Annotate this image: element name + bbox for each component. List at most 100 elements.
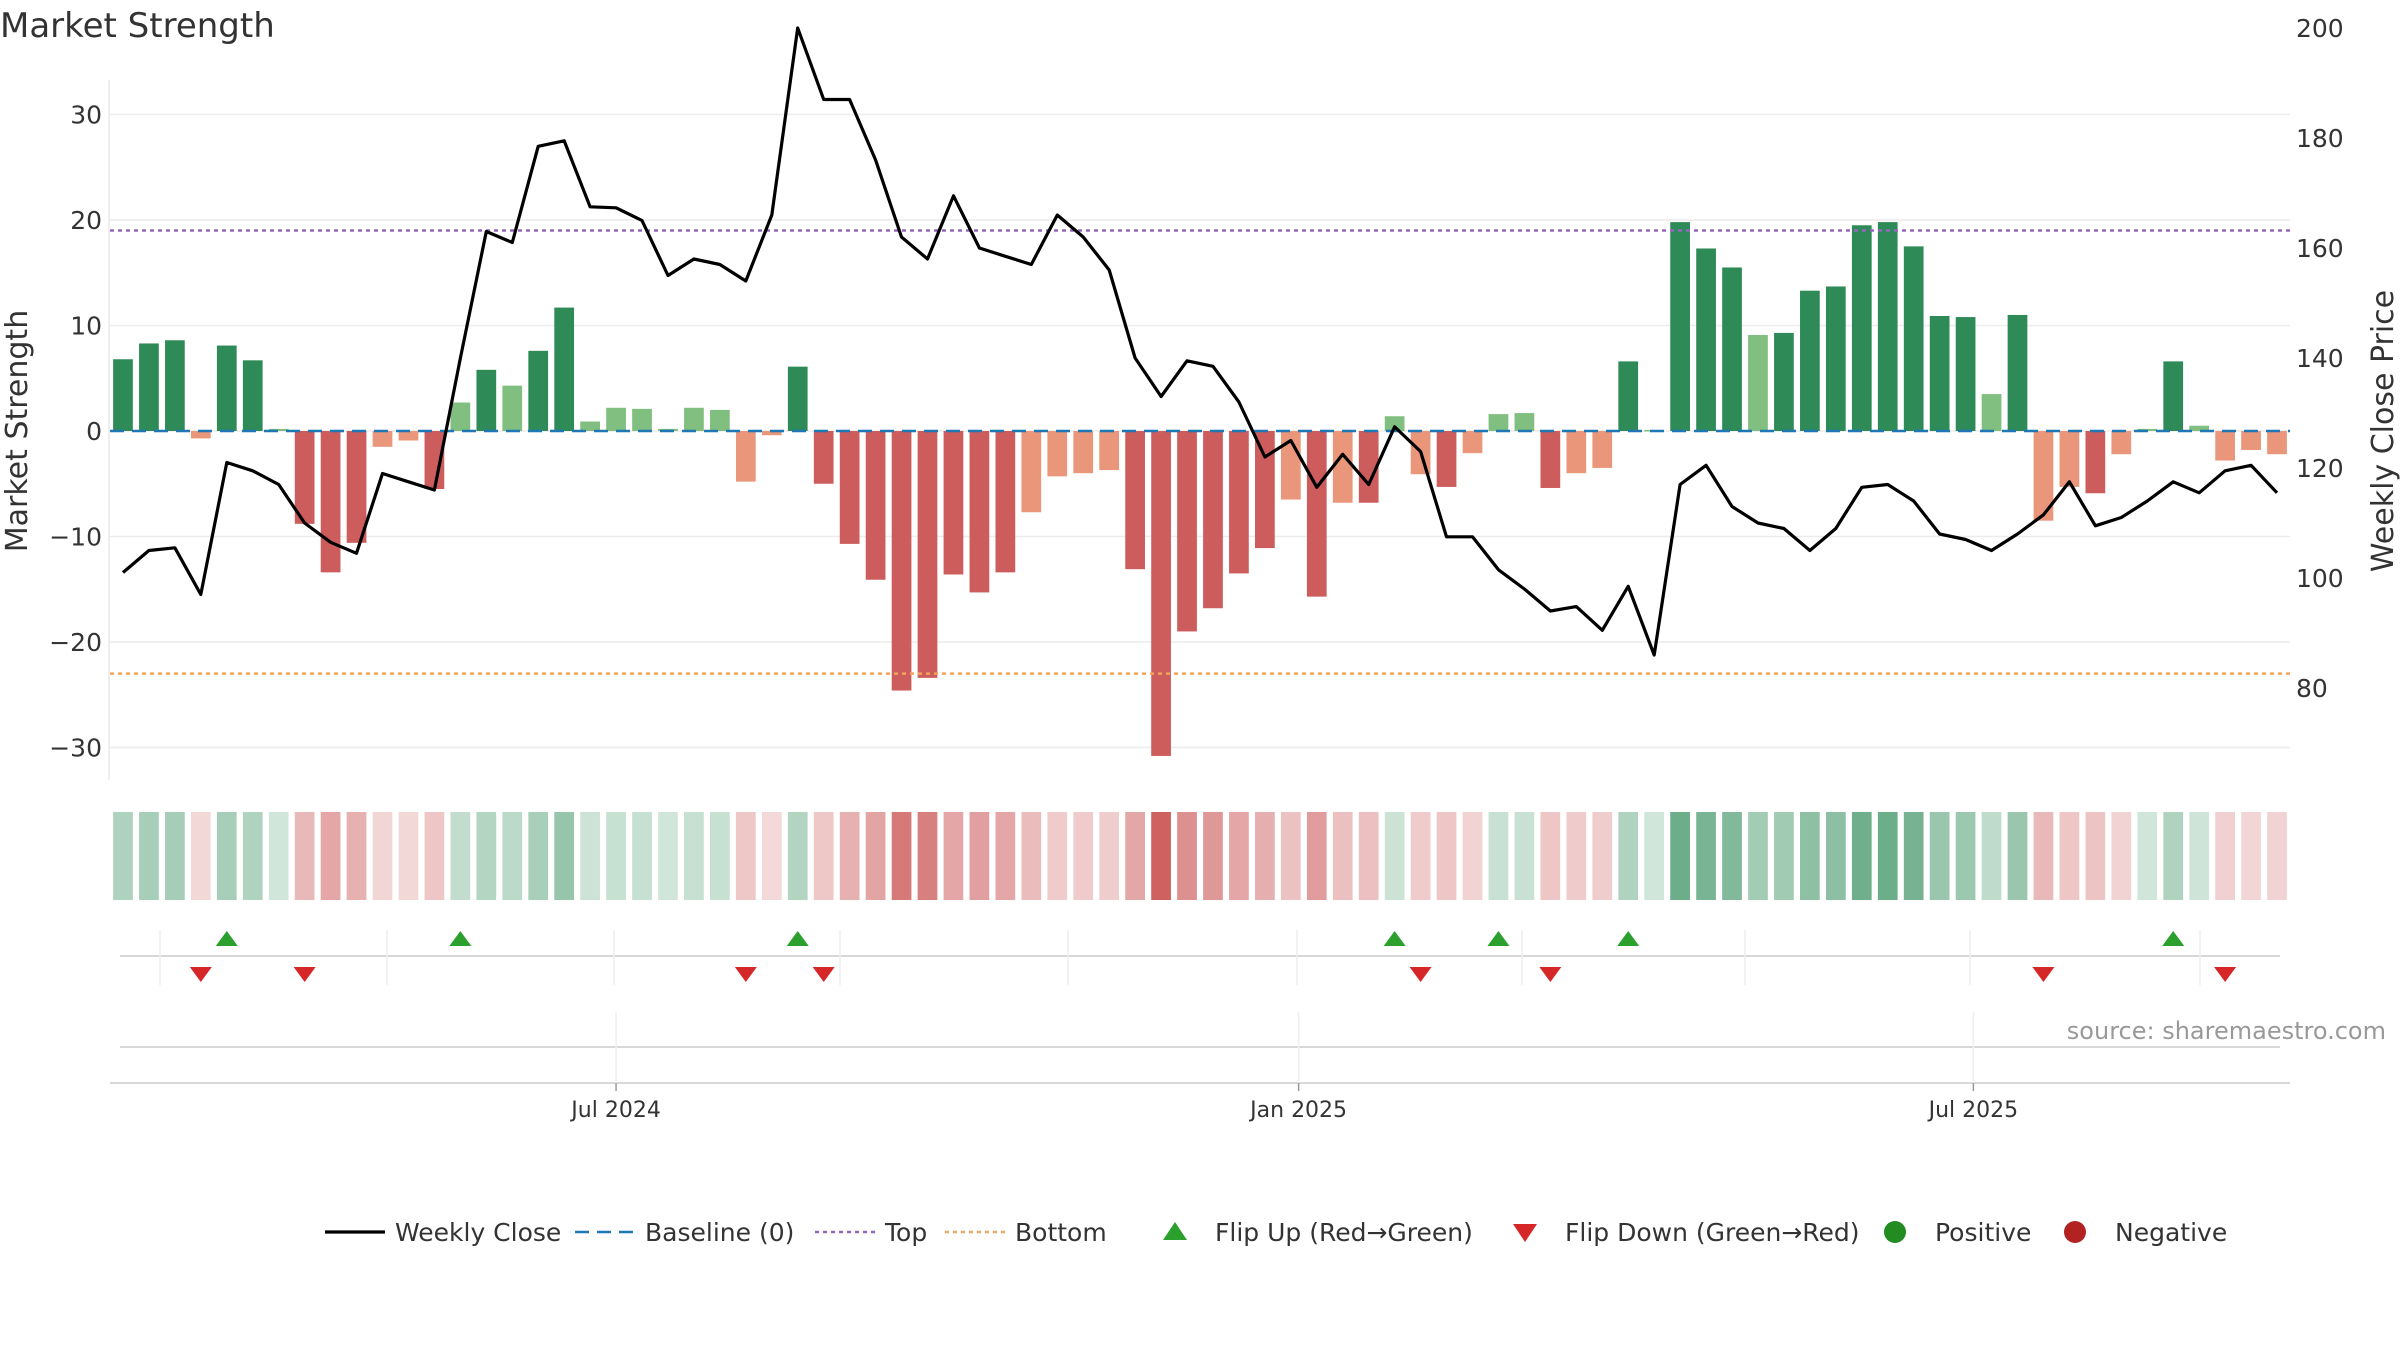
strength-bar [554, 307, 575, 431]
heat-cell [476, 812, 497, 900]
heat-cell [891, 812, 912, 900]
heat-cell [1929, 812, 1950, 900]
heat-cell [839, 812, 860, 900]
legend-swatch-flip-up [1163, 1222, 1187, 1240]
heat-cell [2189, 812, 2210, 900]
strength-bar [242, 360, 263, 431]
strength-bar [216, 345, 237, 431]
legend-swatch-flip-down [1513, 1224, 1537, 1242]
y-left-tick-label: 30 [70, 101, 102, 130]
heat-cell [1748, 812, 1768, 900]
heat-cell [787, 812, 808, 900]
strength-bar [1540, 431, 1561, 488]
heat-cell [1825, 812, 1846, 900]
strength-bar [502, 385, 523, 431]
strength-bar [1748, 334, 1768, 431]
flip-down-marker [1539, 967, 1562, 982]
strength-bar [424, 431, 445, 490]
strength-bar [2215, 431, 2235, 461]
strength-bar [1436, 431, 1457, 487]
strength-bar [2007, 314, 2028, 431]
strength-bar [398, 431, 419, 441]
heat-cell [2111, 812, 2132, 900]
strength-bar [294, 431, 315, 524]
heat-cell [139, 812, 159, 900]
heat-cell [1774, 812, 1794, 900]
flip-up-marker [215, 931, 238, 946]
heat-cell [1306, 812, 1327, 900]
legend-item-baseline: Baseline (0) [575, 1218, 794, 1247]
heat-cell [1644, 812, 1665, 900]
strength-bar [865, 431, 886, 580]
y-left-tick-label: −30 [49, 734, 102, 763]
legend-swatch-negative [2064, 1221, 2086, 1243]
heat-cell [1125, 812, 1145, 900]
heat-cell [969, 812, 990, 900]
heat-cell [502, 812, 523, 900]
heat-cell [165, 812, 185, 900]
flip-up-marker [1487, 931, 1510, 946]
legend-label: Bottom [1015, 1218, 1107, 1247]
flip-up-marker [1383, 931, 1406, 946]
flip-markers-layer [120, 930, 2280, 985]
legend-item-positive: Positive [1884, 1218, 2031, 1247]
legend-label: Negative [2115, 1218, 2227, 1247]
heat-cell [684, 812, 704, 900]
strength-bar [2189, 425, 2210, 431]
strength-bar [1981, 394, 2002, 431]
strength-bar [969, 431, 990, 593]
y-right-tick-label: 120 [2296, 454, 2344, 483]
flip-down-marker [2214, 967, 2237, 982]
heat-cell [554, 812, 575, 900]
y-right-tick-label: 80 [2296, 674, 2328, 703]
heat-cell [1618, 812, 1639, 900]
weekly-close-line [121, 26, 2279, 657]
strength-bar [1151, 431, 1171, 756]
heat-cell [735, 812, 756, 900]
strength-bar [2163, 361, 2184, 431]
strength-bar [1384, 416, 1405, 431]
strength-bar [1306, 431, 1327, 597]
heat-cell [450, 812, 471, 900]
heat-cell [1410, 812, 1431, 900]
strength-bar [1099, 431, 1120, 471]
heat-cell [2085, 812, 2106, 900]
heat-cell [1073, 812, 1094, 900]
heat-cell [1358, 812, 1379, 900]
heat-cell [1903, 812, 1924, 900]
strength-bar [1488, 414, 1509, 431]
heat-cell [346, 812, 367, 900]
strength-bar [1877, 222, 1898, 431]
legend-item-bottom: Bottom [945, 1218, 1107, 1247]
strength-bar [606, 407, 626, 431]
strength-bar [346, 431, 367, 543]
y-left-tick-label: 0 [86, 417, 102, 446]
strength-bar [813, 431, 834, 484]
axes-layer: 3020100−10−20−3020018016014012010080Mark… [0, 14, 2400, 780]
heat-cell [424, 812, 445, 900]
heat-cell [1021, 812, 1042, 900]
strength-bar [2033, 431, 2054, 521]
y-left-tick-label: 10 [70, 312, 102, 341]
strength-bar [1073, 431, 1094, 474]
flip-down-marker [189, 967, 212, 982]
heat-cell [190, 812, 211, 900]
heat-cell [658, 812, 678, 900]
strength-bar [476, 369, 497, 431]
bars-layer [113, 222, 2287, 756]
strength-bar [684, 407, 704, 431]
legend-label: Positive [1935, 1218, 2031, 1247]
strength-bar [1800, 290, 1820, 431]
heat-cell [632, 812, 652, 900]
heat-cell [1722, 812, 1742, 900]
strength-bar [1125, 431, 1145, 570]
strength-bar [113, 359, 133, 431]
heat-cell [1488, 812, 1509, 900]
y-left-axis-label: Market Strength [0, 310, 35, 552]
y-left-tick-label: 20 [70, 206, 102, 235]
heat-cell [2033, 812, 2054, 900]
y-left-tick-label: −10 [49, 523, 102, 552]
heat-cell [113, 812, 133, 900]
heat-cell [1566, 812, 1587, 900]
